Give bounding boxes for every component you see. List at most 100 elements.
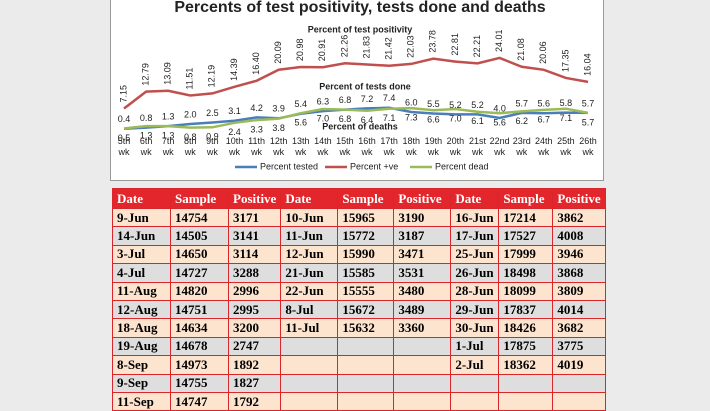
data-label: 21.08 xyxy=(516,38,526,61)
chart-title: Percents of test positivity, tests done … xyxy=(174,0,545,16)
data-label: 5.6 xyxy=(493,118,506,128)
table-cell: 18099 xyxy=(498,281,554,301)
data-label: 4.2 xyxy=(250,103,263,113)
data-label: 24.01 xyxy=(494,29,504,52)
table-cell: 14-Jun xyxy=(112,226,171,246)
data-label: 0.4 xyxy=(118,114,131,124)
table-cell: 1792 xyxy=(227,391,282,411)
table-cell: 14634 xyxy=(170,318,229,338)
table-row: 19-Aug 14678 2747 1-Jul 17875 3775 xyxy=(112,336,606,357)
table-cell: 11-Aug xyxy=(112,281,171,301)
x-tick-label: 20th wk xyxy=(446,136,465,157)
table-cell: 14650 xyxy=(170,244,229,265)
table-cell: 11-Jul xyxy=(280,318,339,338)
legend-label: Percent dead xyxy=(435,161,489,171)
data-label: 17.35 xyxy=(560,49,570,72)
data-label: 22.03 xyxy=(406,35,416,58)
data-label: 20.06 xyxy=(538,41,548,64)
x-tick-label: 9th wk xyxy=(206,136,219,157)
table-cell: 14678 xyxy=(170,336,229,357)
table-cell: 14747 xyxy=(170,391,229,411)
x-tick-label: 26th wk xyxy=(579,136,597,157)
header-cell: Sample xyxy=(337,188,395,209)
data-label: 5.6 xyxy=(295,118,308,128)
table-cell: 4014 xyxy=(552,299,606,320)
data-label: 4.0 xyxy=(493,103,506,113)
table-row: 3-Jul 14650 3114 12-Jun 15990 3471 25-Jun 17999… xyxy=(112,244,606,265)
table-cell: 3-Jul xyxy=(112,244,171,265)
table-cell: 22-Jun xyxy=(280,281,339,301)
table-cell xyxy=(280,336,339,357)
table-cell: 1827 xyxy=(227,373,282,393)
data-label: 5.7 xyxy=(515,98,528,108)
data-label: 14.39 xyxy=(229,58,239,81)
data-label: 3.8 xyxy=(272,123,285,133)
x-tick-label: 21st wk xyxy=(469,136,487,157)
table-cell xyxy=(450,391,500,411)
table-cell: 11-Sep xyxy=(112,391,171,411)
data-label: 7.2 xyxy=(361,94,374,104)
table-cell: 2995 xyxy=(227,299,282,320)
table-cell: 3187 xyxy=(393,226,452,246)
data-label: 6.8 xyxy=(339,95,352,105)
table-cell: 15772 xyxy=(337,226,395,246)
data-label: 6.7 xyxy=(538,114,551,124)
table-cell xyxy=(393,373,452,393)
table-cell: 28-Jun xyxy=(450,281,500,301)
table-cell: 17-Jun xyxy=(450,226,500,246)
table-cell: 9-Sep xyxy=(112,373,171,393)
table-cell xyxy=(337,373,395,393)
data-label: 22.26 xyxy=(339,35,349,58)
data-label: 0.8 xyxy=(140,113,153,123)
table-cell xyxy=(280,373,339,393)
table-cell: 14820 xyxy=(170,281,229,301)
table-cell: 12-Aug xyxy=(112,299,171,320)
table-row: 11-Aug 14820 2996 22-Jun 15555 3480 28-Jun 1809… xyxy=(112,281,606,301)
table-cell: 15672 xyxy=(337,299,395,320)
data-label: 21.42 xyxy=(384,37,394,60)
table-cell: 17837 xyxy=(498,299,554,320)
data-label: 5.2 xyxy=(471,100,484,110)
data-label: 12.19 xyxy=(207,65,217,88)
data-label: 5.7 xyxy=(582,98,595,108)
table-cell: 14973 xyxy=(170,355,229,375)
table-cell: 17875 xyxy=(498,336,554,357)
table-cell: 17527 xyxy=(498,226,554,246)
data-label: 13.09 xyxy=(163,62,173,85)
table-cell: 11-Jun xyxy=(280,226,339,246)
table-cell: 18362 xyxy=(498,355,554,375)
table-cell xyxy=(552,391,606,411)
table-cell: 9-Jun xyxy=(112,207,171,228)
data-label: 0.9 xyxy=(206,132,219,142)
table-cell: 4019 xyxy=(552,355,606,375)
data-label: 3.9 xyxy=(272,104,285,114)
table-cell xyxy=(393,336,452,357)
table-cell: 19-Aug xyxy=(112,336,171,357)
annotation: Percent of deaths xyxy=(322,121,398,131)
table-row: 18-Aug 14634 3200 11-Jul 15632 3360 30-Jun 1842… xyxy=(112,318,606,338)
data-label: 21.83 xyxy=(361,36,371,59)
table-cell: 3471 xyxy=(393,244,452,265)
data-label: 20.91 xyxy=(317,39,327,62)
table-cell xyxy=(337,336,395,357)
table-cell: 3480 xyxy=(393,281,452,301)
data-label: 5.8 xyxy=(560,98,573,108)
data-label: 7.4 xyxy=(383,93,396,103)
series-line xyxy=(123,56,589,110)
data-label: 23.78 xyxy=(428,30,438,53)
table-cell: 3171 xyxy=(227,207,282,228)
table-cell: 3200 xyxy=(227,318,282,338)
table-cell: 10-Jun xyxy=(280,207,339,228)
x-tick-label: 18th wk xyxy=(402,136,420,157)
data-label: 5.6 xyxy=(538,99,551,109)
header-cell: Positive xyxy=(227,188,282,209)
table-cell: 3862 xyxy=(552,207,606,228)
x-tick-label: 16th wk xyxy=(358,136,376,157)
table-cell: 18-Aug xyxy=(112,318,171,338)
chart-panel xyxy=(110,0,604,181)
header-cell: Sample xyxy=(170,188,229,209)
x-tick-label: 23rd wk xyxy=(512,136,531,157)
table-cell: 3682 xyxy=(552,318,606,338)
x-tick-label: 17th wk xyxy=(380,136,398,157)
table-row: 4-Jul 14727 3288 21-Jun 15585 3531 26-Jun 18498… xyxy=(112,263,606,283)
